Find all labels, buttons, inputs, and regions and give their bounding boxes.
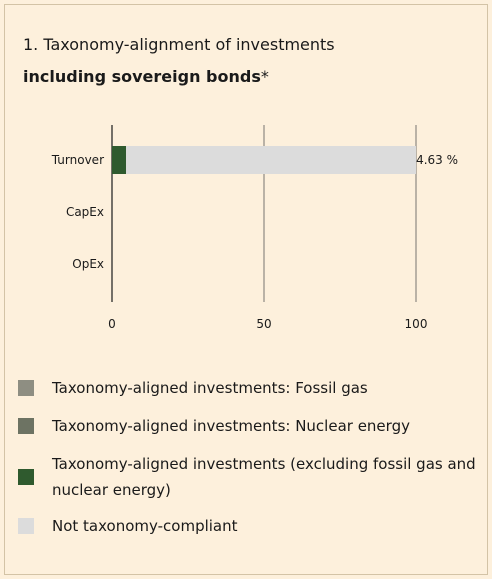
bar-turnover-series-3 [126,146,417,174]
bar-turnover-series-2 [112,146,127,174]
category-label-capex: CapEx [66,205,104,219]
legend-label-nuclear-energy: Taxonomy-aligned investments: Nuclear en… [52,417,410,435]
legend-swatch-nuclear-energy [18,418,34,434]
legend-swatch-aligned-excluding [18,469,34,485]
legend-item-fossil-gas: Taxonomy-aligned investments: Fossil gas [18,375,478,401]
chart-title-line1: 1. Taxonomy-alignment of investments [23,35,335,54]
legend: Taxonomy-aligned investments: Fossil gas… [18,375,478,551]
legend-swatch-not-compliant [18,518,34,534]
x-tick-label-100: 100 [405,317,428,331]
legend-label-aligned-excluding: Taxonomy-aligned investments (excluding … [52,455,476,499]
x-tick-label-50: 50 [256,317,271,331]
legend-swatch-fossil-gas [18,380,34,396]
legend-item-not-compliant: Not taxonomy-compliant [18,513,478,539]
legend-label-fossil-gas: Taxonomy-aligned investments: Fossil gas [52,379,368,397]
chart-panel: 1. Taxonomy-alignment of investments inc… [4,4,488,575]
chart-title-line2: including sovereign bonds* [23,67,269,87]
legend-item-aligned-excluding: Taxonomy-aligned investments (excluding … [18,451,478,503]
legend-label-not-compliant: Not taxonomy-compliant [52,517,238,535]
chart-title-suffix: * [260,67,269,86]
category-label-opex: OpEx [72,257,104,271]
x-tick-label-0: 0 [108,317,116,331]
legend-item-nuclear-energy: Taxonomy-aligned investments: Nuclear en… [18,413,478,439]
category-label-turnover: Turnover [51,153,104,167]
chart-title-bold: including sovereign bonds [23,67,261,86]
data-label-turnover: 4.63 % [416,153,458,167]
bar-chart: Turnover 4.63 % CapEx OpEx 0 50 100 [51,125,458,331]
